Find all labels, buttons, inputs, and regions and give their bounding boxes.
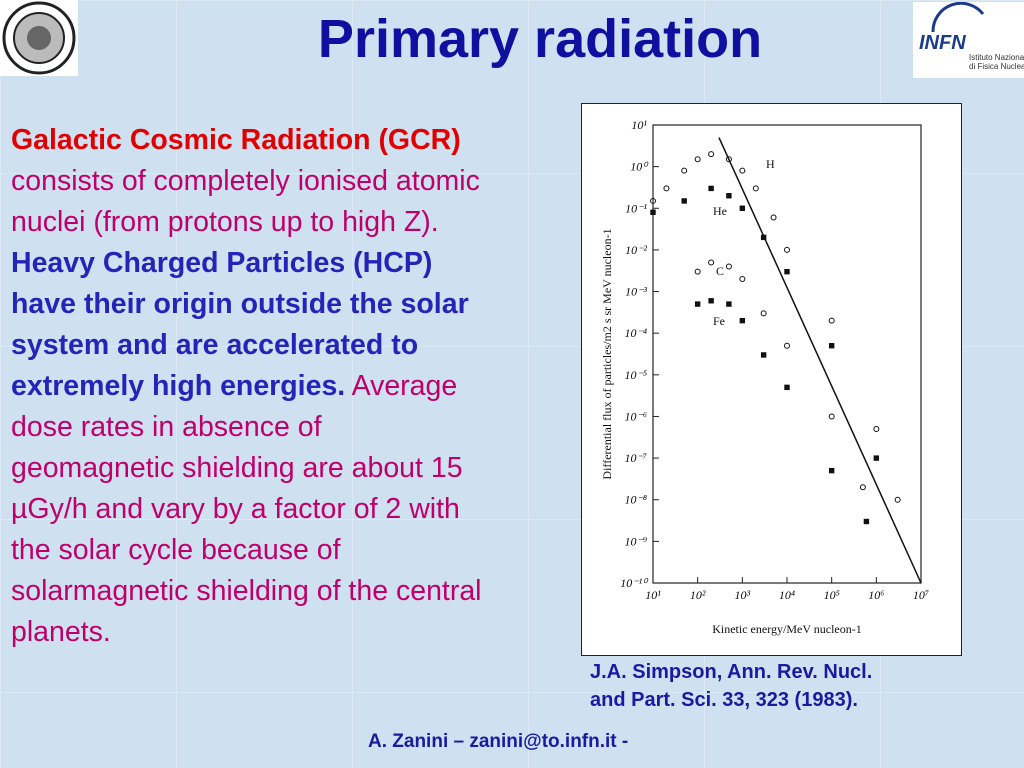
body-text: Galactic Cosmic Radiation (GCR) consists… [11,120,486,653]
data-point [694,156,701,163]
data-point [726,301,732,307]
data-point [663,185,670,192]
data-point [752,185,759,192]
infn-logo: INFN Istituto Nazionale di Fisica Nuclea… [913,1,1024,78]
data-point [784,268,790,275]
caption-line: J.A. Simpson, Ann. Rev. Nucl. [590,661,873,683]
y-tick-label: 10⁻⁴ [624,326,647,340]
data-point [694,301,701,307]
data-point [760,310,767,317]
data-point [725,156,732,163]
x-tick-label: 10⁴ [779,588,795,602]
fit-line [718,137,922,584]
data-point [863,518,870,525]
infn-mark: INFN Istituto Nazionale di Fisica Nuclea… [919,1,1024,71]
series-label: C [716,264,724,278]
series-label: H [766,157,775,171]
text-run: Galactic Cosmic Radiation (GCR) [11,124,461,156]
data-point [828,317,835,324]
infn-acronym: INFN [919,32,966,54]
data-point [708,185,714,192]
data-point [694,268,701,275]
seal-logo [0,0,78,76]
x-axis-label: Kinetic energy/MeV nucleon-1 [712,622,862,636]
series-label: He [713,204,727,218]
data-point [650,197,656,204]
figure: 10¹ 10² 10³ 10⁴ 10⁵ 10⁶ 10⁷ 10¹ 10⁰ 10⁻¹ 10⁻² 10⁻³ 1… [581,103,962,656]
y-tick-label: 10⁻⁸ [624,493,647,507]
y-tick-label: 10⁻² [625,243,647,257]
data-point [725,263,732,270]
data-point [681,167,688,174]
x-tick-label: 10⁶ [868,588,884,602]
y-axis-label: Differential flux of particles/m2 s sr M… [600,228,614,479]
x-tick-label: 10³ [735,588,751,602]
data-point [784,246,790,253]
infn-name: Istituto Nazionale [969,53,1024,62]
x-tick-label: 10¹ [645,588,661,602]
x-tick-label: 10² [690,588,706,602]
caption-line: and Part. Sci. 33, 323 (1983). [590,689,858,711]
data-point [650,209,656,216]
data-point [708,298,714,304]
title: Primary radiation [317,9,763,69]
data-point [859,484,866,491]
y-tick-label: 10⁻³ [625,285,647,299]
text-run: Average dose rates in absence of geomagn… [11,370,482,648]
data-point [739,205,746,211]
data-point [708,151,715,158]
data-point [894,496,901,503]
y-tick-label: 10⁻⁷ [624,451,647,465]
data-point [828,413,835,420]
x-tick-label: 10⁷ [913,588,929,602]
data-point [739,317,746,324]
y-tick-label: 10⁻⁶ [624,409,647,423]
data-point [784,384,790,391]
footer: A. Zanini – zanini@to.infn.it - [368,731,629,752]
data-point [739,167,746,174]
caption: J.A. Simpson, Ann. Rev. Nucl. and Part. S… [590,658,872,714]
data-point [708,259,715,266]
data-point [873,455,880,461]
y-tick-label: 10¹ [631,118,647,132]
series-label: Fe [713,314,725,328]
y-tick-label: 10⁻¹⁰ [620,576,649,590]
data-point [760,234,767,241]
data-point [739,276,746,283]
data-point [784,342,790,349]
text-run: Heavy Charged Particles (HCP) have their… [11,247,469,402]
y-tick-label: 10⁻¹ [625,201,647,215]
data-point [828,343,835,349]
y-tick-label: 10⁰ [630,160,649,174]
y-tick-label: 10⁻⁹ [624,534,647,548]
y-tick-label: 10⁻⁵ [624,368,647,382]
data-point [873,425,880,432]
x-tick-label: 10⁵ [824,588,840,602]
data-point [760,352,767,358]
data-point [770,214,777,221]
seal [2,1,76,75]
data-point [681,198,687,204]
data-point [726,193,732,199]
text-run: consists of completely ionised atomic nu… [11,165,480,238]
data-point [828,467,835,474]
infn-name: di Fisica Nucleare [969,62,1024,71]
